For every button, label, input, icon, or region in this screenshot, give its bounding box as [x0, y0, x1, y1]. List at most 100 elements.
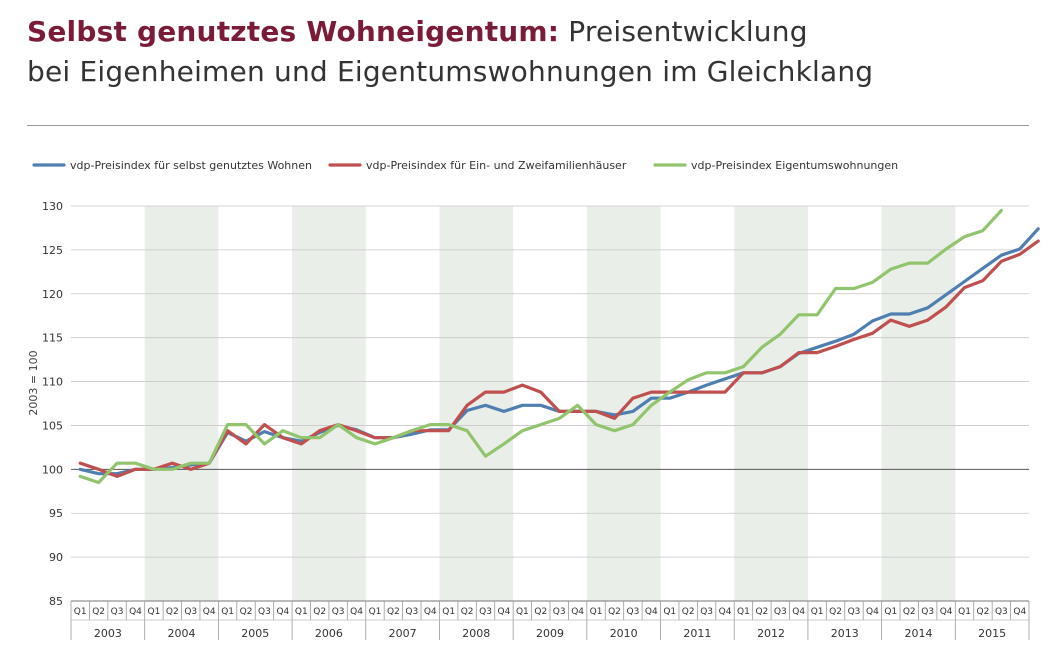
- series-line-3: [78, 208, 1004, 485]
- quarter-label: Q1: [147, 607, 160, 617]
- quarter-label: Q2: [240, 607, 253, 617]
- x-axis: Q1 Q2 Q3 Q4 Q1 Q2 Q3 Q4 Q1 Q2 Q3 Q4 Q1 Q2 Q3 Q4 Q1 Q2 Q3 Q4…: [70, 600, 1030, 640]
- chart-title-line2: bei Eigenheimen und Eigentumswohnungen i…: [27, 55, 874, 88]
- shaded-year-2004: [144, 206, 219, 601]
- legend: vdp-Preisindex für selbst genutztes Wohn…: [32, 159, 898, 172]
- y-tick-label-95: 95: [49, 507, 63, 520]
- y-tick-label-90: 90: [49, 551, 63, 564]
- year-label-2012: 2012: [757, 627, 785, 640]
- quarter-label: Q2: [755, 607, 768, 617]
- quarter-label: Q4: [1013, 607, 1026, 617]
- quarter-label: Q1: [811, 607, 824, 617]
- year-label-2006: 2006: [315, 627, 343, 640]
- quarter-label: Q4: [350, 607, 363, 617]
- year-label-2014: 2014: [904, 627, 932, 640]
- series-lines: [78, 208, 1040, 485]
- quarter-label: Q3: [553, 607, 566, 617]
- quarter-label: Q2: [608, 607, 621, 617]
- quarter-label: Q4: [866, 607, 879, 617]
- quarter-label: Q1: [442, 607, 455, 617]
- year-label-2010: 2010: [610, 627, 638, 640]
- legend-label-1: vdp-Preisindex für selbst genutztes Wohn…: [70, 159, 312, 172]
- quarter-label: Q3: [774, 607, 787, 617]
- year-label-2011: 2011: [683, 627, 711, 640]
- year-label-2005: 2005: [241, 627, 269, 640]
- quarter-label: Q3: [626, 607, 639, 617]
- quarter-label: Q4: [498, 607, 511, 617]
- quarter-label: Q2: [461, 607, 474, 617]
- quarter-label: Q3: [258, 607, 271, 617]
- year-label-2008: 2008: [462, 627, 490, 640]
- chart-title: Selbst genutztes Wohneigentum: Preisentw…: [27, 12, 1027, 92]
- quarter-label: Q2: [829, 607, 842, 617]
- y-tick-label-85: 85: [49, 595, 63, 608]
- legend-label-3: vdp-Preisindex Eigentumswohnungen: [691, 159, 898, 172]
- year-label-2004: 2004: [168, 627, 196, 640]
- year-label-2003: 2003: [94, 627, 122, 640]
- year-label-2015: 2015: [978, 627, 1006, 640]
- quarter-label: Q3: [848, 607, 861, 617]
- quarter-label: Q1: [590, 607, 603, 617]
- quarter-label: Q4: [276, 607, 289, 617]
- quarter-label: Q2: [977, 607, 990, 617]
- shaded-year-2014: [881, 206, 956, 601]
- quarter-label: Q3: [995, 607, 1008, 617]
- quarter-label: Q1: [663, 607, 676, 617]
- quarter-label: Q1: [884, 607, 897, 617]
- quarter-label: Q1: [74, 607, 87, 617]
- y-axis-ticks: 85 90 95 100 105 110 115 120 125 130: [42, 200, 63, 608]
- shaded-year-2008: [439, 206, 514, 601]
- quarter-label: Q2: [92, 607, 105, 617]
- quarter-label: Q2: [682, 607, 695, 617]
- quarter-label: Q4: [571, 607, 584, 617]
- quarter-label: Q4: [424, 607, 437, 617]
- quarter-label: Q2: [903, 607, 916, 617]
- y-tick-label-110: 110: [42, 376, 63, 389]
- shaded-year-2010: [586, 206, 661, 601]
- quarter-label: Q1: [737, 607, 750, 617]
- y-tick-label-115: 115: [42, 332, 63, 345]
- quarter-label: Q3: [700, 607, 713, 617]
- y-tick-label-105: 105: [42, 419, 63, 432]
- quarter-label: Q1: [221, 607, 234, 617]
- series-line-2: [78, 239, 1040, 478]
- quarter-label: Q2: [313, 607, 326, 617]
- y-tick-label-125: 125: [42, 244, 63, 257]
- shaded-year-2006: [292, 206, 366, 601]
- quarter-label: Q3: [479, 607, 492, 617]
- shaded-year-2012: [734, 206, 808, 601]
- y-axis-label: 2003 = 100: [27, 350, 40, 415]
- quarter-label: Q3: [111, 607, 124, 617]
- quarter-label: Q1: [295, 607, 308, 617]
- quarter-label: Q1: [958, 607, 971, 617]
- quarter-label: Q2: [534, 607, 547, 617]
- quarter-label: Q1: [516, 607, 529, 617]
- quarter-label: Q3: [405, 607, 418, 617]
- quarter-label: Q4: [203, 607, 216, 617]
- legend-label-2: vdp-Preisindex für Ein- und Zweifamilien…: [366, 159, 627, 172]
- quarter-label: Q3: [184, 607, 197, 617]
- quarter-label: Q4: [792, 607, 805, 617]
- quarter-label: Q2: [387, 607, 400, 617]
- quarter-label: Q4: [940, 607, 953, 617]
- quarter-label: Q1: [369, 607, 382, 617]
- quarter-label: Q4: [719, 607, 732, 617]
- quarter-label: Q4: [645, 607, 658, 617]
- y-tick-label-130: 130: [42, 200, 63, 213]
- gridlines: [71, 205, 1029, 602]
- chart-title-bold: Selbst genutztes Wohneigentum:: [27, 15, 560, 48]
- quarter-label: Q4: [129, 607, 142, 617]
- title-divider: [27, 125, 1029, 126]
- year-label-2007: 2007: [389, 627, 417, 640]
- chart-title-rest: Preisentwicklung: [559, 15, 808, 48]
- year-label-2013: 2013: [831, 627, 859, 640]
- quarter-label: Q3: [921, 607, 934, 617]
- y-tick-label-100: 100: [42, 463, 63, 476]
- quarter-label: Q3: [332, 607, 345, 617]
- y-tick-label-120: 120: [42, 288, 63, 301]
- year-label-2009: 2009: [536, 627, 564, 640]
- year-shading: [144, 206, 956, 601]
- quarter-label: Q2: [166, 607, 179, 617]
